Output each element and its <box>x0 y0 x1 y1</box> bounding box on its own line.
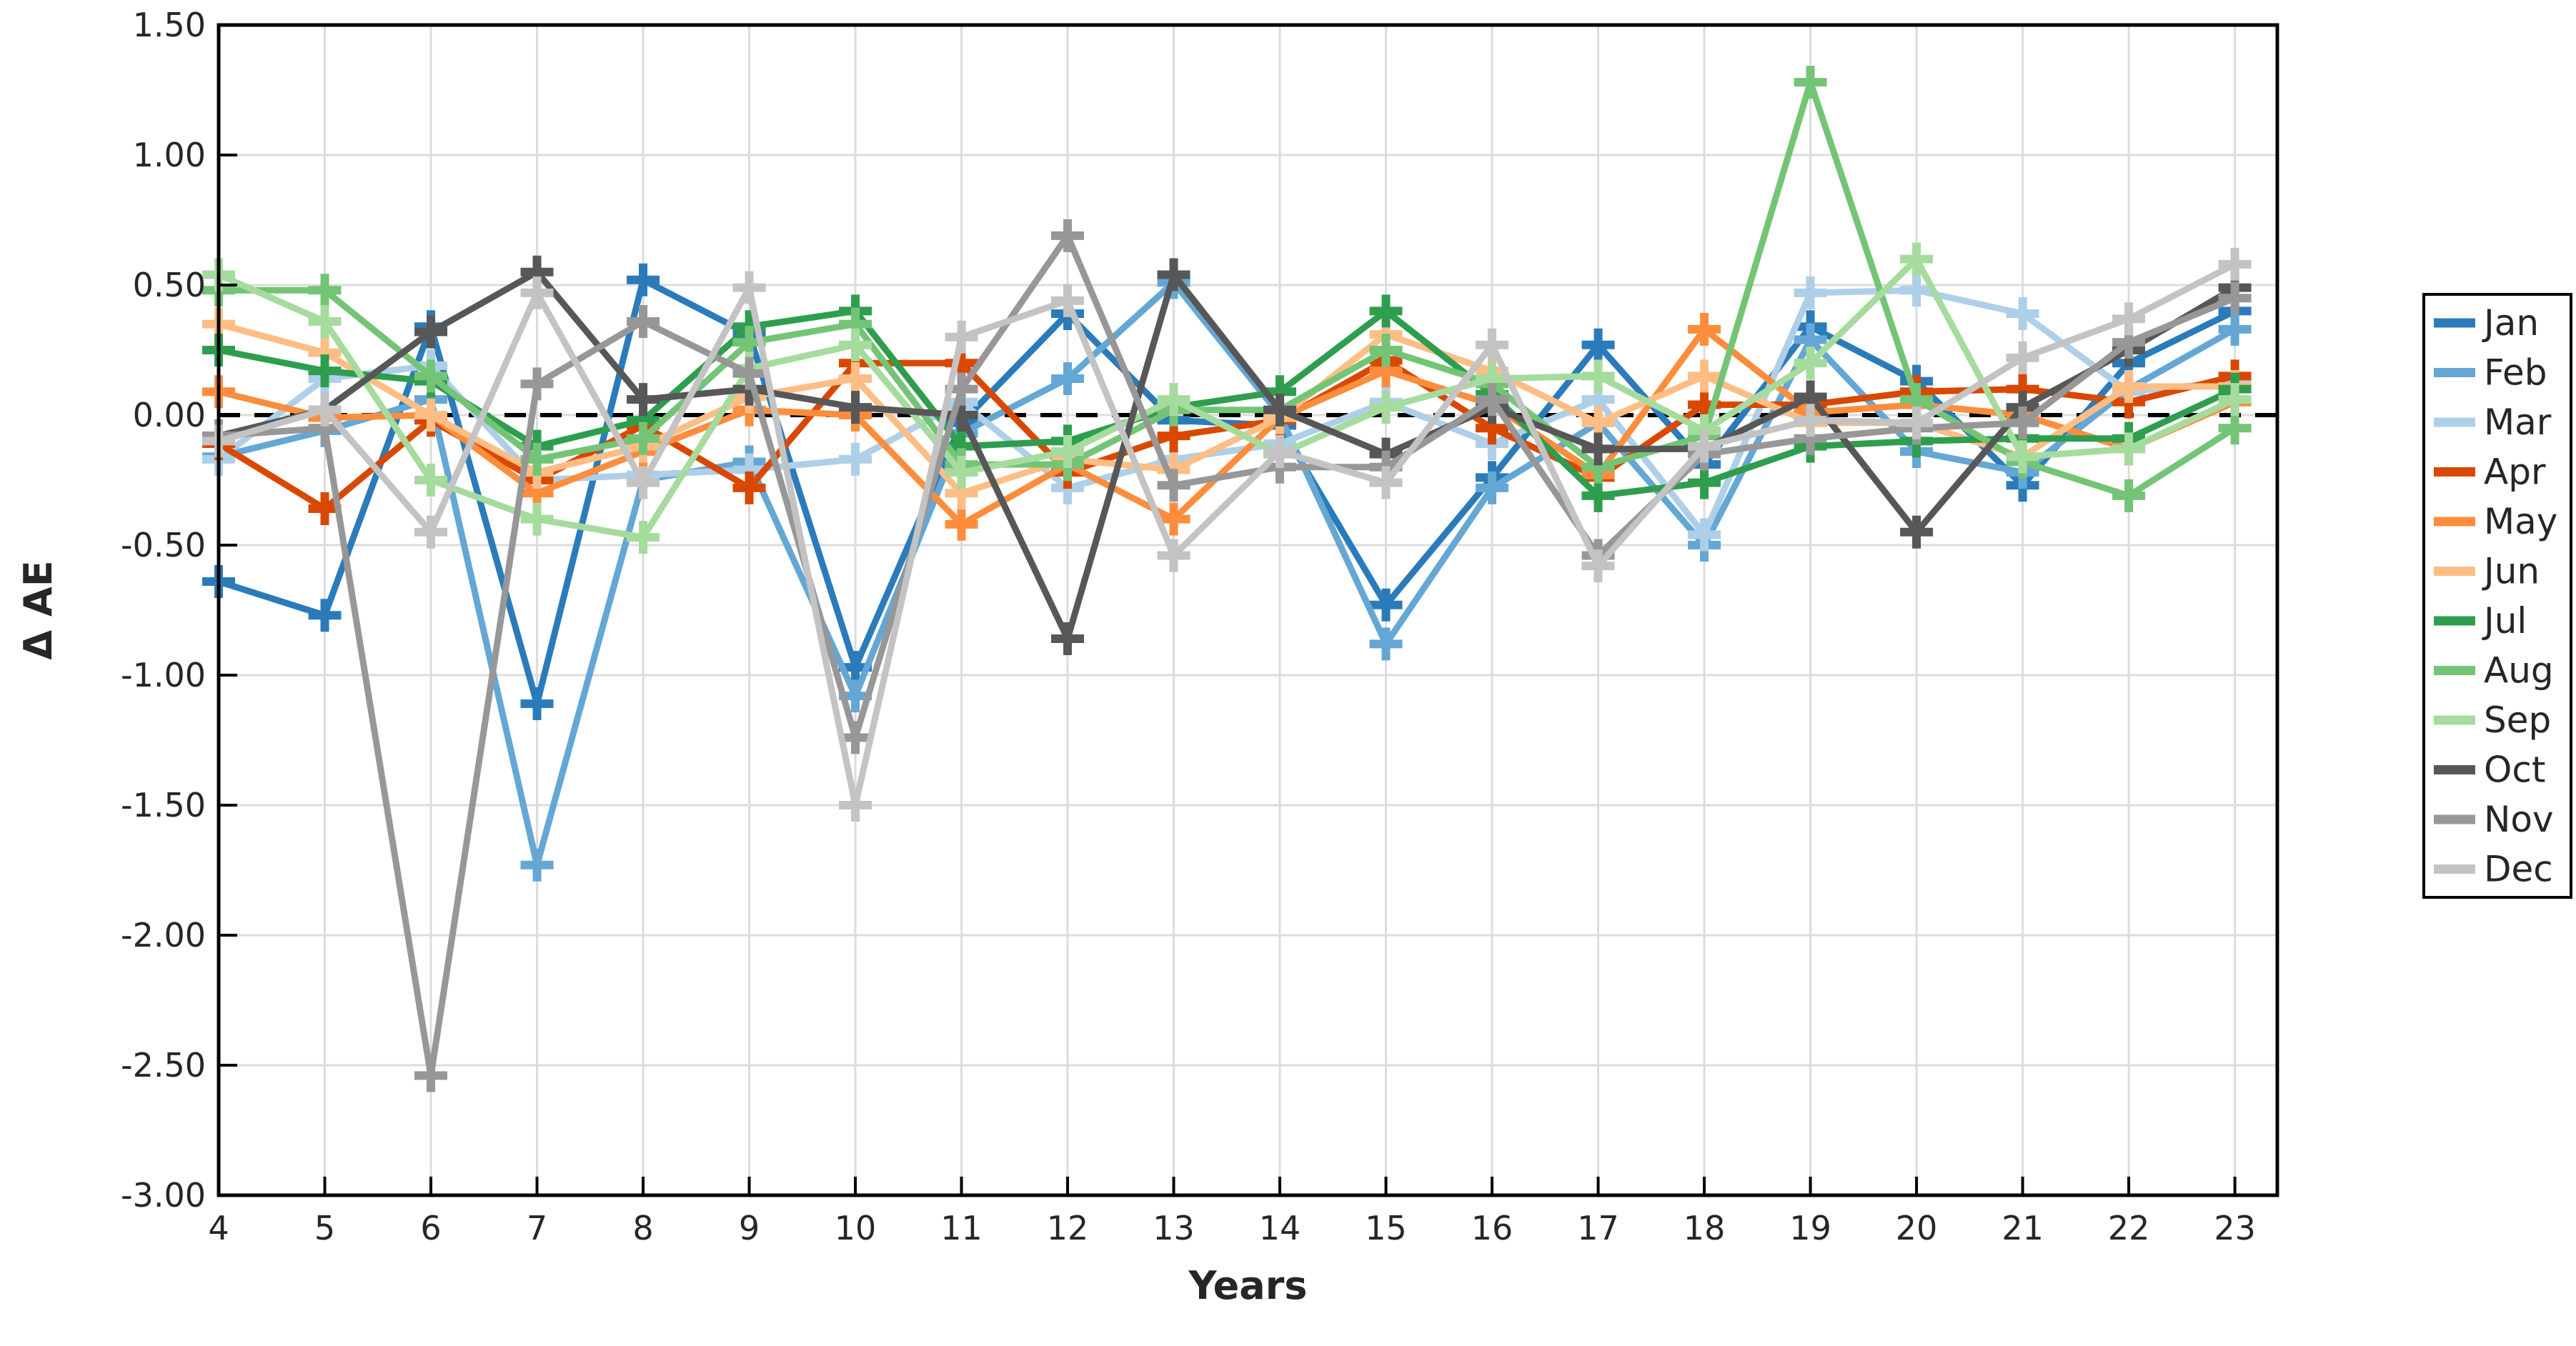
y-tick-label: -1.00 <box>121 656 206 694</box>
legend-box <box>2422 293 2572 899</box>
series-line-aug <box>219 79 2237 499</box>
legend-label: Nov <box>2484 799 2554 840</box>
x-tick-label: 19 <box>1789 1209 1831 1247</box>
x-tick-label: 14 <box>1259 1209 1301 1247</box>
legend-entry-aug: Aug <box>2434 650 2554 692</box>
legend-label: Oct <box>2484 749 2545 791</box>
x-tick-label: 8 <box>632 1209 653 1247</box>
y-tick-label: 1.00 <box>133 136 206 174</box>
legend-entry-sep: Sep <box>2434 699 2551 741</box>
legend-label: Apr <box>2484 452 2546 493</box>
x-tick-label: 4 <box>208 1209 229 1247</box>
legend-label: Aug <box>2484 650 2554 692</box>
legend-label: Dec <box>2484 849 2553 890</box>
legend-entry-dec: Dec <box>2434 849 2553 890</box>
legend-label: Jan <box>2482 302 2539 344</box>
x-tick-label: 17 <box>1577 1209 1619 1247</box>
y-tick-label: 0.50 <box>133 266 206 304</box>
x-tick-label: 22 <box>2108 1209 2150 1247</box>
series-line-dec <box>217 261 2237 809</box>
x-tick-label: 18 <box>1684 1209 1726 1247</box>
legend-entry-jul: Jul <box>2434 600 2527 642</box>
legend-entry-jan: Jan <box>2434 302 2539 344</box>
legend-entry-feb: Feb <box>2434 352 2547 394</box>
plot-border <box>217 23 2279 1197</box>
legend-label: Sep <box>2484 699 2551 741</box>
series-line-nov <box>218 232 2237 1080</box>
y-tick-label: -3.00 <box>121 1176 206 1215</box>
legend-entry-nov: Nov <box>2434 799 2554 840</box>
y-tick-label: -0.50 <box>121 526 206 564</box>
series-line-may <box>217 326 2237 528</box>
x-tick-label: 15 <box>1365 1209 1407 1247</box>
legend: Jan Feb Mar Apr May Jun Jul Aug Sep Oct Nov Dec <box>2422 293 2572 899</box>
x-tick-label: 20 <box>1896 1209 1938 1247</box>
series-line-mar <box>217 286 2236 538</box>
series-line-oct <box>217 269 2237 642</box>
x-tick-label: 13 <box>1153 1209 1195 1247</box>
x-tick-label: 21 <box>2001 1209 2044 1247</box>
data-series <box>202 66 2252 1092</box>
series-markers-jan <box>202 263 2252 721</box>
series-line-jan <box>217 276 2237 707</box>
legend-entry-apr: Apr <box>2434 452 2546 493</box>
x-tick-label: 11 <box>940 1209 983 1247</box>
legend-label: Jun <box>2482 551 2540 592</box>
y-tick-label: -1.50 <box>121 786 206 824</box>
legend-label: Feb <box>2484 352 2547 394</box>
y-tick-label: -2.50 <box>121 1046 206 1085</box>
y-tick-label: 0.00 <box>133 396 206 434</box>
x-tick-label: 6 <box>420 1209 441 1247</box>
axis-ticks: 4 5 6 7 8 9 10 11 12 13 14 15 16 17 18 19 20 21 22 23 1.50 1.… <box>121 6 2256 1247</box>
x-tick-label: 23 <box>2214 1209 2256 1247</box>
y-tick-label: -2.00 <box>121 916 206 954</box>
x-tick-label: 12 <box>1047 1209 1089 1247</box>
legend-entry-oct: Oct <box>2434 749 2545 791</box>
legend-label: May <box>2484 501 2557 542</box>
legend-label: Mar <box>2484 402 2552 443</box>
x-tick-label: 9 <box>739 1209 760 1247</box>
x-tick-label: 10 <box>835 1209 877 1247</box>
legend-entry-may: May <box>2434 501 2557 542</box>
x-tick-label: 16 <box>1471 1209 1513 1247</box>
series-line-sep <box>217 256 2237 541</box>
legend-entry-mar: Mar <box>2434 402 2552 443</box>
legend-entry-jun: Jun <box>2434 551 2540 592</box>
x-axis-title: Years <box>1188 1263 1308 1308</box>
x-tick-label: 5 <box>314 1209 335 1247</box>
axis-labels: Years Δ AE <box>16 560 1307 1308</box>
y-tick-label: 1.50 <box>133 6 206 44</box>
legend-label: Jul <box>2482 600 2527 642</box>
series-line-feb <box>217 279 2237 869</box>
gridlines <box>217 24 2277 1197</box>
y-axis-title: Δ AE <box>16 560 61 659</box>
axes-frame <box>217 23 2279 1197</box>
x-tick-label: 7 <box>527 1209 547 1247</box>
series-line-jul <box>218 307 2237 499</box>
